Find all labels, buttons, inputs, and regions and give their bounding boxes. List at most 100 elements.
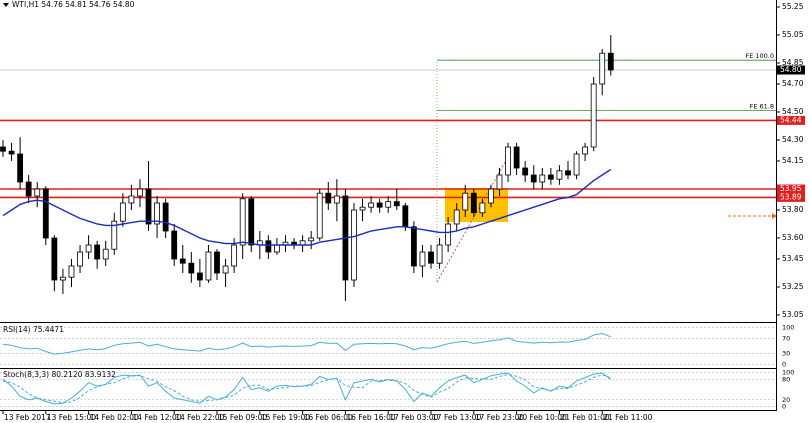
candle-body — [547, 174, 554, 180]
x-tick-label: 17 Feb 13:00 — [432, 413, 481, 422]
candle-body — [196, 272, 203, 281]
level-tag-label: 53.95 — [780, 184, 802, 193]
candle-body — [488, 188, 494, 204]
y-tick-label: 55.05 — [782, 30, 804, 39]
stoch-title: Stoch(8,3,3) 80.2120 83.9132 — [3, 370, 116, 379]
candle-body — [496, 174, 503, 190]
x-tick-label: 16 Feb 16:00 — [346, 413, 395, 422]
candle-body — [470, 192, 477, 214]
candle-body — [359, 206, 366, 211]
x-tick-label: 15 Feb 09:00 — [218, 413, 267, 422]
candle-body — [428, 251, 434, 264]
y-tick-label: 80 — [782, 375, 790, 383]
candle-body — [162, 202, 169, 232]
indicator-line — [2, 332, 611, 355]
candle-body — [68, 265, 75, 278]
y-tick-label: 100 — [782, 324, 794, 332]
x-tick-label: 16 Feb 06:00 — [304, 413, 353, 422]
x-tick-label: 13 Feb 2017 — [4, 413, 51, 422]
candle-body — [565, 170, 571, 176]
y-tick-label: 54.30 — [782, 135, 804, 144]
x-tick-label: 21 Feb 01:00 — [560, 413, 609, 422]
candle-body — [376, 202, 383, 208]
candle-body — [274, 244, 280, 253]
y-tick-label: 30 — [782, 349, 790, 357]
candle-body — [333, 195, 340, 204]
candle-body — [34, 188, 41, 197]
candle-body — [419, 251, 426, 267]
candle-body — [119, 202, 126, 222]
arrow-head — [772, 213, 777, 219]
candle-body — [599, 52, 606, 85]
y-tick-label: 55.25 — [782, 2, 804, 11]
y-tick-label: 53.45 — [782, 254, 804, 263]
candle-body — [385, 201, 392, 208]
candle-body — [410, 226, 417, 267]
x-tick-label: 13 Feb 15:00 — [47, 413, 96, 422]
x-tick-label: 14 Feb 22:00 — [175, 413, 224, 422]
chart-title: WTI,H1 54.76 54.81 54.76 54.80 — [12, 0, 135, 9]
x-tick-label: 17 Feb 03:00 — [389, 413, 438, 422]
x-tick-label: 15 Feb 19:00 — [261, 413, 310, 422]
moving-average — [2, 168, 612, 246]
fib-trend-line — [436, 149, 513, 283]
candle-body — [607, 52, 614, 71]
x-tick-label: 14 Feb 02:00 — [90, 413, 139, 422]
candle-body — [42, 188, 49, 239]
candle-body — [145, 188, 152, 225]
y-tick-label: 54.15 — [782, 156, 804, 165]
candle-body — [368, 202, 374, 208]
y-tick-label: 20 — [782, 396, 790, 404]
level-tag — [777, 115, 805, 125]
level-tag — [777, 184, 805, 194]
candle-body — [60, 276, 66, 281]
candle-body — [17, 153, 24, 183]
candle-body — [445, 223, 452, 246]
candle-body — [325, 192, 332, 204]
candle-body — [239, 198, 246, 246]
y-tick-label: 54.70 — [782, 79, 804, 88]
candle-body — [316, 192, 323, 239]
candle-body — [436, 244, 443, 264]
candle-body — [222, 265, 229, 274]
y-tick-label: 100 — [782, 368, 794, 376]
candle-body — [85, 244, 92, 253]
candle-body — [513, 146, 520, 169]
candle-body — [25, 181, 32, 197]
candle-body — [351, 209, 357, 281]
candle-body — [248, 198, 255, 246]
candle-body — [462, 192, 469, 211]
candle-body — [530, 174, 537, 183]
candle-body — [522, 167, 529, 176]
menu-arrow[interactable] — [3, 3, 9, 7]
candle-body — [102, 248, 109, 260]
candle-body — [539, 174, 546, 183]
y-tick-label: 53.80 — [782, 205, 804, 214]
x-tick-label: 14 Feb 12:00 — [132, 413, 181, 422]
candle-body — [556, 170, 563, 180]
y-tick-label: 54.50 — [782, 107, 804, 116]
fe-label: FE 100.0 — [745, 52, 774, 60]
fe-label: FE 61.8 — [750, 103, 774, 111]
candle-body — [137, 188, 143, 197]
y-tick-label: 53.60 — [782, 233, 804, 242]
candle-body — [111, 220, 118, 250]
candle-body — [393, 201, 400, 207]
y-tick-label: 53.25 — [782, 282, 804, 291]
level-tag-label: 53.89 — [780, 192, 802, 201]
x-tick-label: 20 Feb 10:00 — [518, 413, 567, 422]
candle-body — [505, 146, 511, 176]
candle-body — [0, 146, 6, 152]
x-tick-label: 17 Feb 23:00 — [475, 413, 524, 422]
candle-body — [77, 251, 83, 267]
candle-body — [231, 244, 238, 267]
candle-body — [573, 153, 580, 176]
candle-body — [214, 251, 220, 274]
candle-body — [171, 230, 178, 260]
candle-body — [128, 195, 135, 204]
y-tick-label: 54.85 — [782, 58, 804, 67]
candle-body — [205, 251, 212, 281]
candle-body — [154, 202, 160, 225]
candle-body — [402, 205, 409, 228]
